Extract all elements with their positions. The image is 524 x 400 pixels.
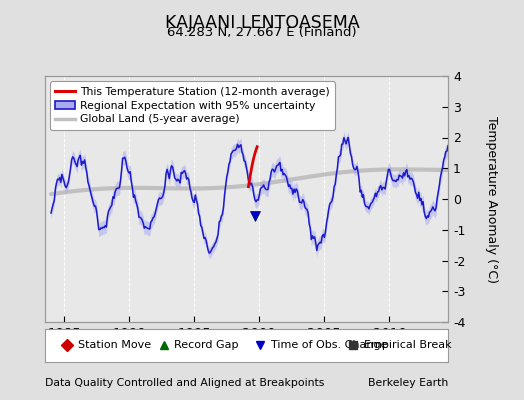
Text: Data Quality Controlled and Aligned at Breakpoints: Data Quality Controlled and Aligned at B…: [45, 378, 324, 388]
Legend: This Temperature Station (12-month average), Regional Expectation with 95% uncer: This Temperature Station (12-month avera…: [50, 82, 335, 130]
Text: Berkeley Earth: Berkeley Earth: [368, 378, 448, 388]
Y-axis label: Temperature Anomaly (°C): Temperature Anomaly (°C): [485, 116, 498, 282]
Text: 64.283 N, 27.667 E (Finland): 64.283 N, 27.667 E (Finland): [167, 26, 357, 39]
Text: Empirical Break: Empirical Break: [364, 340, 452, 350]
Text: Record Gap: Record Gap: [174, 340, 239, 350]
Text: KAJAANI LENTOASEMA: KAJAANI LENTOASEMA: [165, 14, 359, 32]
Text: Station Move: Station Move: [78, 340, 151, 350]
Text: Time of Obs. Change: Time of Obs. Change: [271, 340, 388, 350]
